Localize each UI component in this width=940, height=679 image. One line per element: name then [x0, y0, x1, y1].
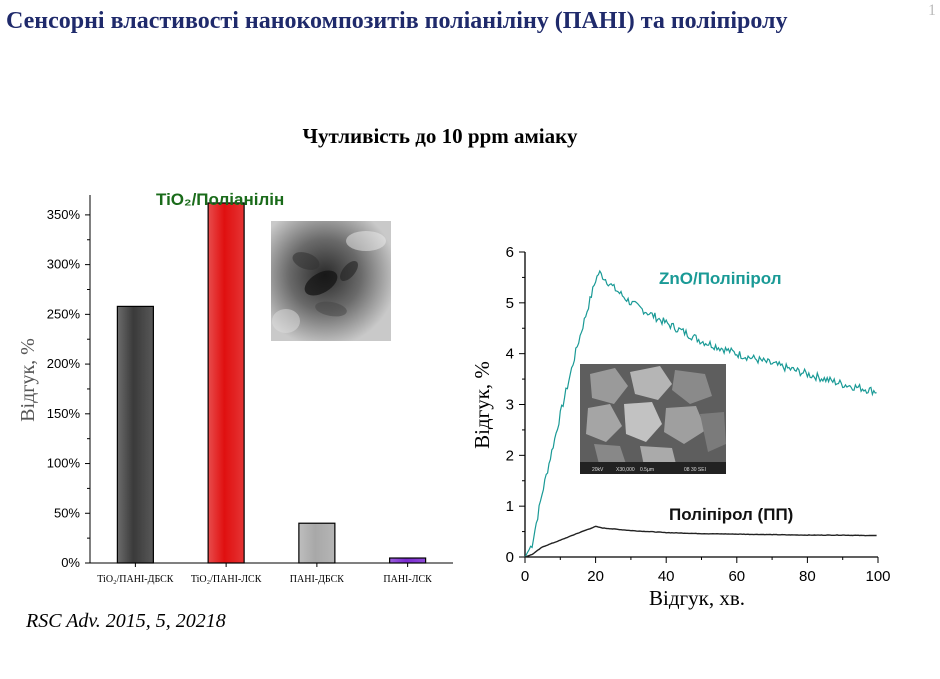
- svg-text:0.5μm: 0.5μm: [640, 467, 654, 473]
- bar-y-axis-label: Відгук, %: [17, 338, 39, 422]
- line-y-tick-label: 3: [506, 397, 514, 414]
- citation: RSC Adv. 2015, 5, 20218: [26, 610, 226, 632]
- bar-y-tick-label: 300%: [47, 257, 81, 272]
- bar: [116, 305, 154, 564]
- line-x-tick-label: 60: [728, 568, 745, 585]
- bar-y-tick-label: 350%: [47, 207, 81, 222]
- series-line-zno-ppy: [524, 269, 877, 558]
- line-x-tick-label: 0: [521, 568, 529, 585]
- bar-chart-title: TiO₂/Поліанілін: [156, 190, 284, 209]
- bar-x-tick-label: ПАНІ-ДБСК: [290, 574, 344, 585]
- line-y-tick-label: 0: [506, 549, 514, 566]
- series-line-ppy: [524, 525, 877, 558]
- slide-title: Сенсорні властивості нанокомпозитів полі…: [6, 8, 788, 34]
- line-x-tick-label: 100: [865, 568, 890, 585]
- line-y-tick-label: 2: [506, 447, 514, 464]
- bar: [207, 202, 245, 564]
- slide-subtitle: Чутливість до 10 ppm аміаку: [302, 124, 578, 148]
- sem-micrograph-image: 20kV X30,000 0.5μm 08 30 SEI: [580, 364, 726, 474]
- line-y-tick-label: 4: [506, 346, 514, 363]
- bar: [298, 522, 336, 564]
- bar-y-tick-label: 100%: [47, 456, 81, 471]
- bar-x-tick-label: TiO₂/ПАНІ-ДБСК: [97, 574, 174, 585]
- series-label-zno-ppy: ZnO/Поліпірол: [659, 269, 782, 288]
- bar-y-tick-label: 50%: [54, 505, 80, 520]
- bar-x-tick-label: TiO₂/ПАНІ-ЛСК: [191, 574, 262, 585]
- bar-y-tick-label: 200%: [47, 356, 81, 371]
- line-x-axis-label: Відгук, хв.: [649, 586, 745, 610]
- line-y-tick-label: 6: [506, 244, 514, 261]
- svg-text:08 30 SEI: 08 30 SEI: [684, 467, 706, 473]
- series-label-ppy: Поліпірол (ПП): [669, 505, 793, 524]
- line-y-axis-label: Відгук, %: [470, 361, 494, 449]
- line-x-tick-label: 80: [799, 568, 816, 585]
- svg-text:X30,000: X30,000: [616, 467, 635, 473]
- line-x-tick-label: 40: [658, 568, 675, 585]
- bar: [389, 557, 427, 564]
- bar-x-tick-label: ПАНІ-ЛСК: [383, 574, 432, 585]
- page-number: 1: [928, 2, 936, 19]
- line-y-tick-label: 1: [506, 498, 514, 515]
- bar-y-tick-label: 0%: [61, 555, 80, 570]
- svg-text:20kV: 20kV: [592, 467, 604, 473]
- tem-micrograph-image: [271, 221, 391, 341]
- line-y-tick-label: 5: [506, 295, 514, 312]
- bar-y-tick-label: 250%: [47, 306, 81, 321]
- bar-chart: 0% 50% 100% 150% 200% 250% 300% 350% TiO₂/ПАНІ-Д…: [17, 190, 453, 585]
- line-x-tick-label: 20: [587, 568, 604, 585]
- bar-y-tick-label: 150%: [47, 406, 81, 421]
